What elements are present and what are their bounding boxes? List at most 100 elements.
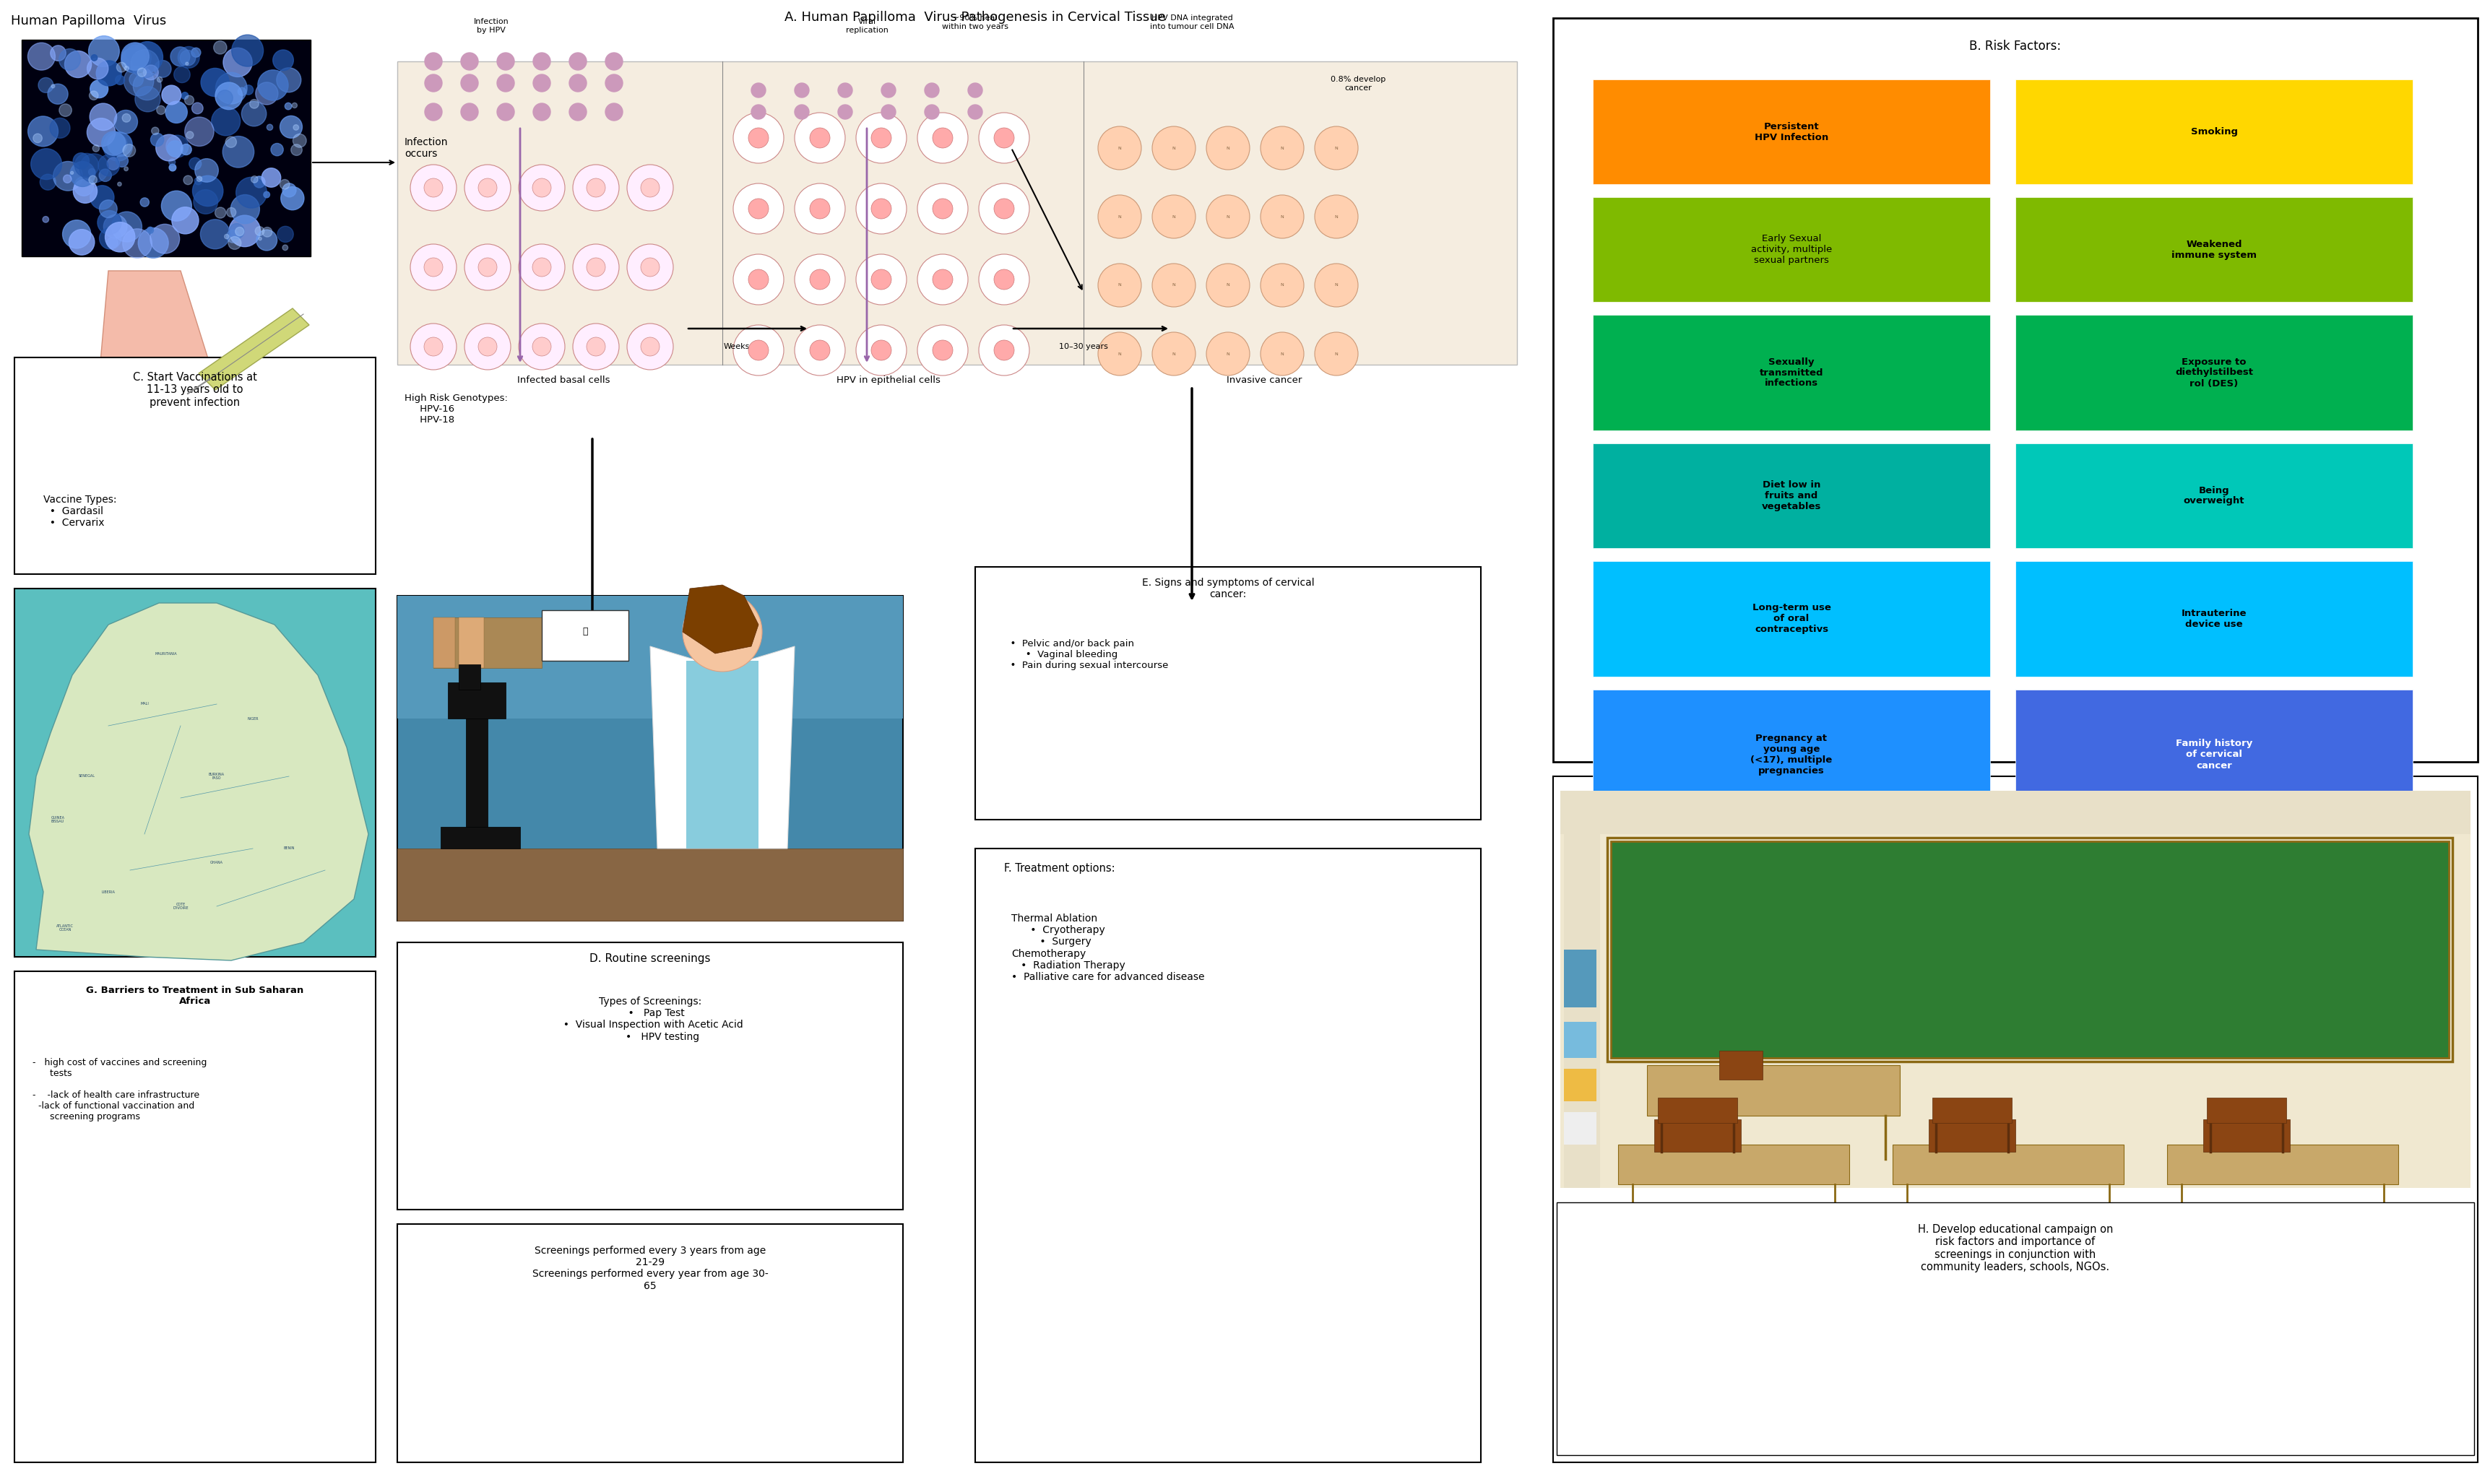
Circle shape	[809, 128, 829, 148]
Circle shape	[169, 47, 189, 67]
Circle shape	[1315, 264, 1357, 307]
Circle shape	[916, 113, 969, 163]
Circle shape	[127, 45, 144, 62]
Circle shape	[72, 153, 90, 169]
Bar	[1564, 1068, 1596, 1101]
Circle shape	[284, 102, 291, 110]
Circle shape	[90, 169, 95, 175]
Bar	[1932, 1098, 2012, 1123]
Circle shape	[122, 47, 147, 73]
Circle shape	[931, 340, 954, 361]
Circle shape	[809, 340, 829, 361]
Bar	[1611, 841, 2448, 1058]
Circle shape	[229, 236, 242, 249]
Circle shape	[411, 324, 456, 370]
Circle shape	[533, 104, 550, 120]
Bar	[398, 1224, 904, 1462]
Circle shape	[423, 178, 443, 197]
Circle shape	[227, 208, 237, 217]
Circle shape	[37, 77, 52, 92]
Circle shape	[498, 53, 513, 70]
Circle shape	[931, 199, 954, 218]
Circle shape	[65, 50, 92, 77]
Circle shape	[837, 83, 852, 98]
Circle shape	[129, 49, 159, 77]
Circle shape	[463, 324, 510, 370]
Circle shape	[239, 88, 247, 95]
Text: NIGER: NIGER	[247, 717, 259, 720]
Circle shape	[162, 85, 182, 104]
Circle shape	[794, 254, 844, 304]
Circle shape	[1260, 126, 1302, 169]
Text: Long-term use
of oral
contraceptivs: Long-term use of oral contraceptivs	[1750, 604, 1830, 634]
Bar	[2014, 80, 2413, 184]
Bar	[15, 358, 376, 574]
Circle shape	[732, 184, 784, 234]
Circle shape	[164, 101, 187, 123]
Circle shape	[217, 73, 247, 104]
Circle shape	[533, 74, 550, 92]
Circle shape	[1153, 126, 1195, 169]
Text: B. Risk Factors:: B. Risk Factors:	[1970, 40, 2062, 53]
Circle shape	[249, 99, 259, 108]
Circle shape	[102, 132, 124, 156]
Circle shape	[197, 177, 202, 181]
Text: Screenings performed every 3 years from age
21-29
Screenings performed every yea: Screenings performed every 3 years from …	[533, 1245, 767, 1291]
Circle shape	[478, 178, 498, 197]
Circle shape	[256, 82, 279, 105]
Circle shape	[214, 42, 227, 53]
Circle shape	[70, 230, 95, 255]
Circle shape	[794, 105, 809, 119]
Text: N: N	[1118, 147, 1120, 150]
Circle shape	[50, 46, 65, 61]
Circle shape	[1205, 264, 1250, 307]
Text: 10–30 years: 10–30 years	[1058, 343, 1108, 350]
Bar	[1564, 1112, 1596, 1144]
Text: 🦟: 🦟	[583, 628, 588, 637]
Text: G. Barriers to Treatment in Sub Saharan
Africa: G. Barriers to Treatment in Sub Saharan …	[87, 985, 304, 1006]
Bar	[2014, 561, 2413, 677]
Text: Family history
of cervical
cancer: Family history of cervical cancer	[2176, 739, 2251, 770]
Circle shape	[570, 74, 585, 92]
Circle shape	[994, 199, 1013, 218]
Circle shape	[640, 258, 660, 276]
Circle shape	[92, 145, 100, 151]
Text: Weeks: Weeks	[725, 343, 749, 350]
Circle shape	[979, 254, 1028, 304]
Text: N: N	[1280, 283, 1282, 286]
Circle shape	[994, 340, 1013, 361]
Text: N: N	[1280, 352, 1282, 356]
Bar	[433, 617, 456, 668]
Circle shape	[1260, 332, 1302, 375]
Circle shape	[498, 74, 513, 92]
Circle shape	[52, 162, 82, 191]
Circle shape	[809, 270, 829, 289]
Text: Exposure to
diethylstilbest
rol (DES): Exposure to diethylstilbest rol (DES)	[2174, 358, 2253, 389]
Circle shape	[411, 243, 456, 291]
Text: Infection
occurs: Infection occurs	[403, 137, 448, 159]
Circle shape	[62, 175, 72, 183]
Circle shape	[234, 227, 244, 236]
Circle shape	[122, 144, 134, 157]
Text: N: N	[1173, 283, 1175, 286]
Circle shape	[256, 230, 276, 251]
Circle shape	[107, 157, 120, 169]
Circle shape	[129, 73, 144, 86]
Circle shape	[169, 159, 174, 165]
Circle shape	[1315, 194, 1357, 239]
Bar	[466, 697, 488, 827]
Circle shape	[478, 258, 498, 276]
Circle shape	[291, 144, 301, 156]
Circle shape	[169, 165, 177, 171]
Bar	[441, 827, 520, 849]
Circle shape	[794, 83, 809, 98]
Circle shape	[747, 270, 769, 289]
Circle shape	[182, 92, 189, 99]
Circle shape	[47, 85, 67, 104]
Circle shape	[149, 134, 164, 147]
Text: MALI: MALI	[139, 702, 149, 706]
Circle shape	[80, 154, 110, 183]
Circle shape	[194, 190, 217, 214]
Circle shape	[916, 254, 969, 304]
Circle shape	[281, 184, 296, 197]
